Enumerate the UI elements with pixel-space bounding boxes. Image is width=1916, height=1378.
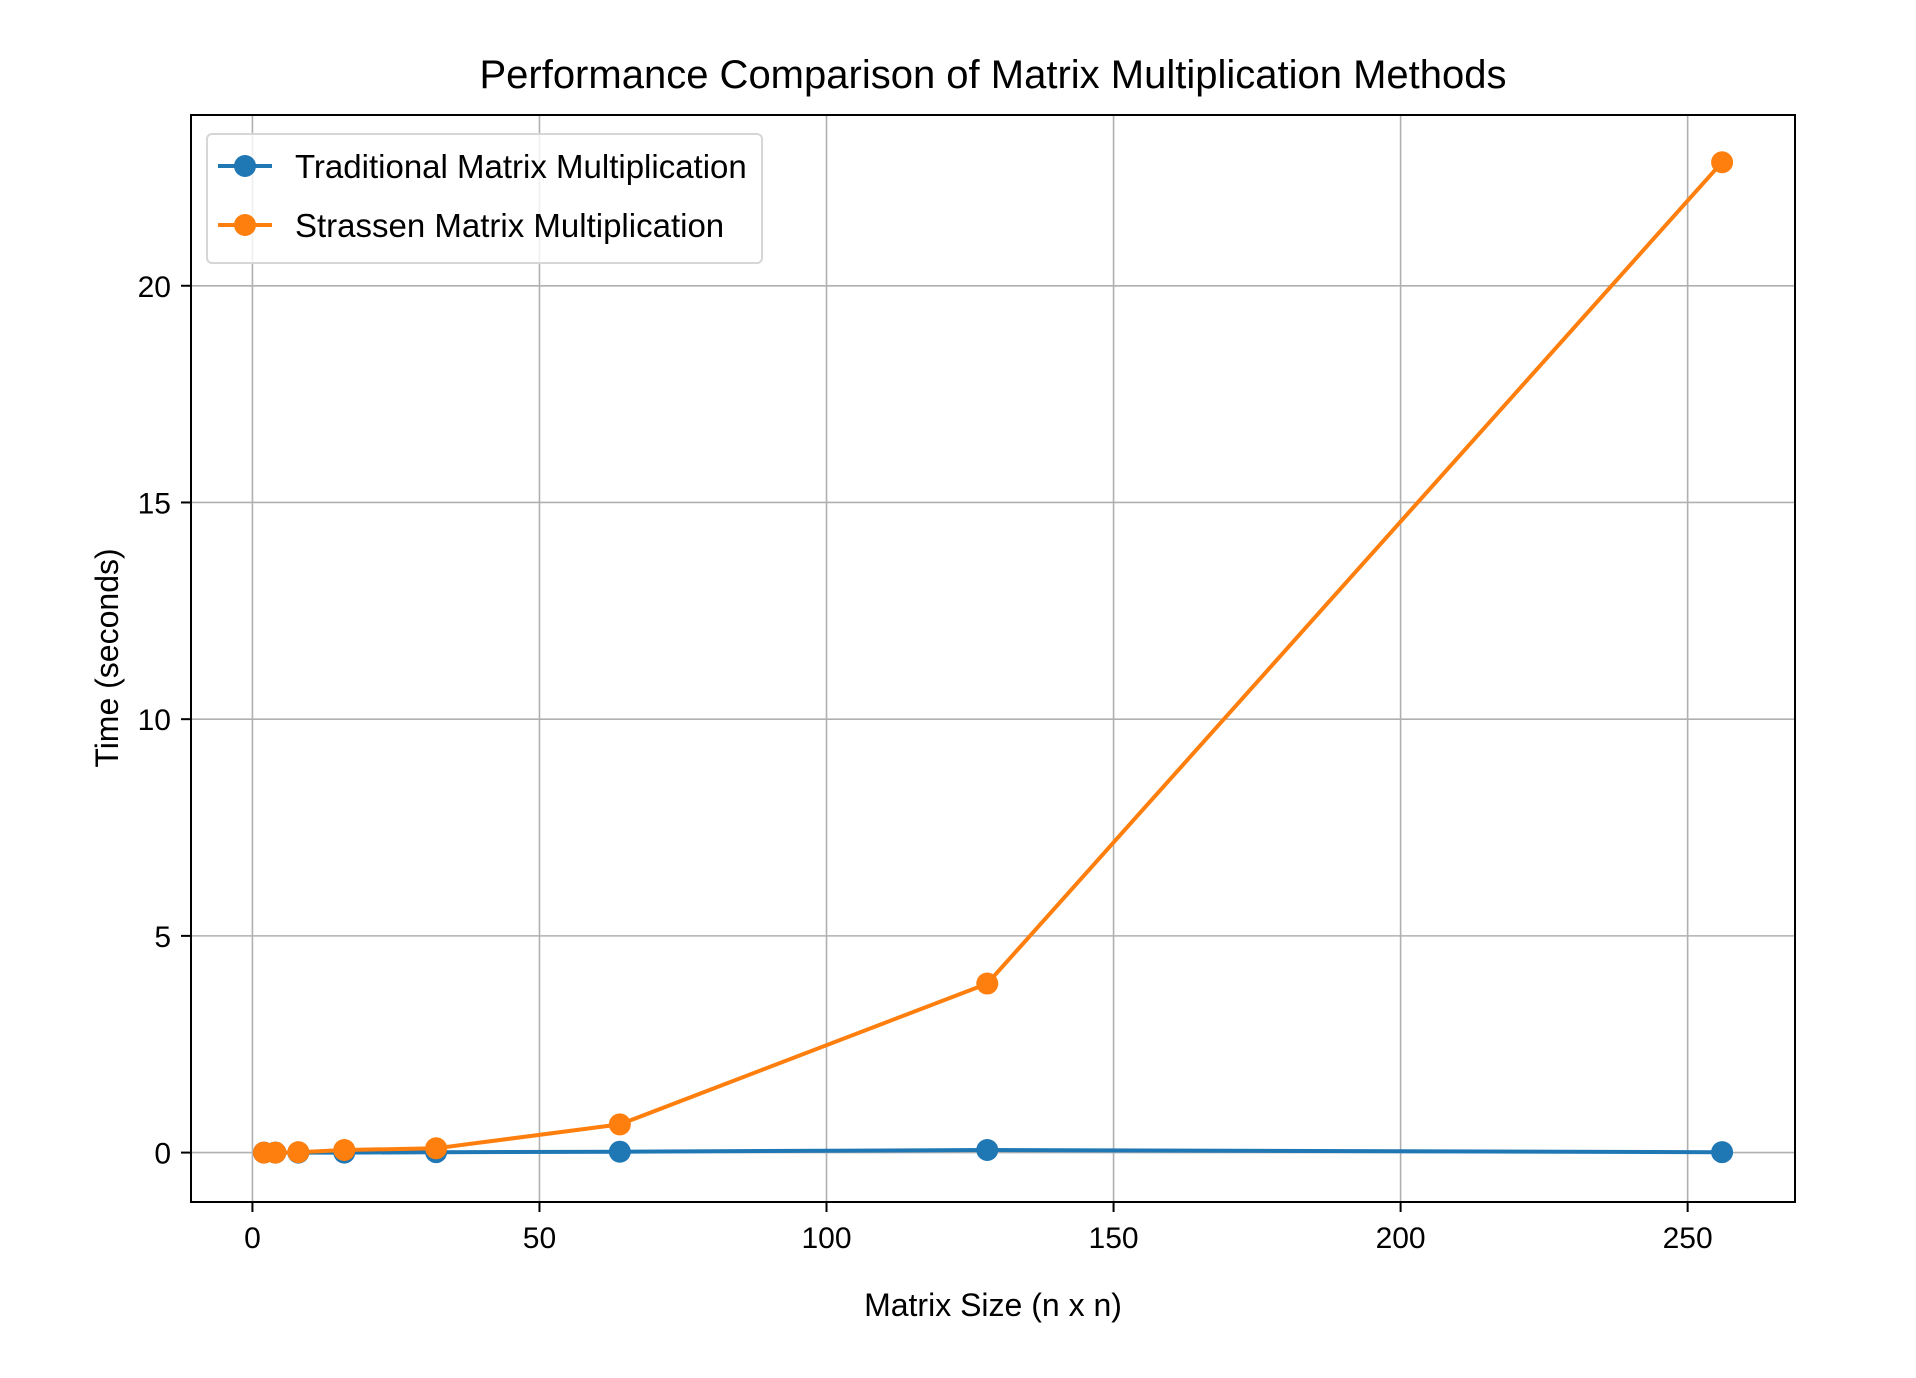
legend-box xyxy=(206,133,763,264)
legend-label-strassen: Strassen Matrix Multiplication xyxy=(295,207,724,244)
chart-title: Performance Comparison of Matrix Multipl… xyxy=(479,53,1506,97)
data-point xyxy=(976,1138,999,1161)
y-tick-label: 20 xyxy=(138,271,171,304)
x-tick-label: 100 xyxy=(801,1222,851,1255)
data-point xyxy=(608,1113,631,1136)
y-tick-label: 5 xyxy=(154,921,171,954)
x-tick-label: 200 xyxy=(1376,1222,1426,1255)
legend-label-traditional: Traditional Matrix Multiplication xyxy=(295,148,747,185)
data-point xyxy=(264,1141,287,1164)
series-layer xyxy=(252,151,1734,1164)
x-tick-label: 250 xyxy=(1663,1222,1713,1255)
y-tick-label: 0 xyxy=(154,1138,171,1171)
y-tick-label: 10 xyxy=(138,704,171,737)
x-tick-label: 150 xyxy=(1089,1222,1139,1255)
data-point xyxy=(1711,1141,1734,1164)
data-point xyxy=(976,972,999,995)
data-point xyxy=(287,1141,310,1164)
legend: Traditional Matrix Multiplication Strass… xyxy=(206,133,763,264)
grid-lines xyxy=(191,115,1795,1202)
axis-ticks: 0 50 100 150 200 250 0 5 10 15 20 xyxy=(138,271,1713,1255)
data-point xyxy=(608,1140,631,1163)
legend-marker-strassen xyxy=(234,214,256,236)
x-tick-label: 50 xyxy=(523,1222,556,1255)
x-tick-label: 0 xyxy=(244,1222,261,1255)
data-point xyxy=(1711,151,1734,174)
legend-marker-traditional xyxy=(234,155,256,177)
y-tick-label: 15 xyxy=(138,487,171,520)
y-axis-label: Time (seconds) xyxy=(89,548,125,767)
x-axis-label: Matrix Size (n x n) xyxy=(864,1287,1122,1323)
data-point xyxy=(425,1137,448,1160)
plot-frame xyxy=(190,114,1796,1203)
data-point xyxy=(333,1138,356,1161)
